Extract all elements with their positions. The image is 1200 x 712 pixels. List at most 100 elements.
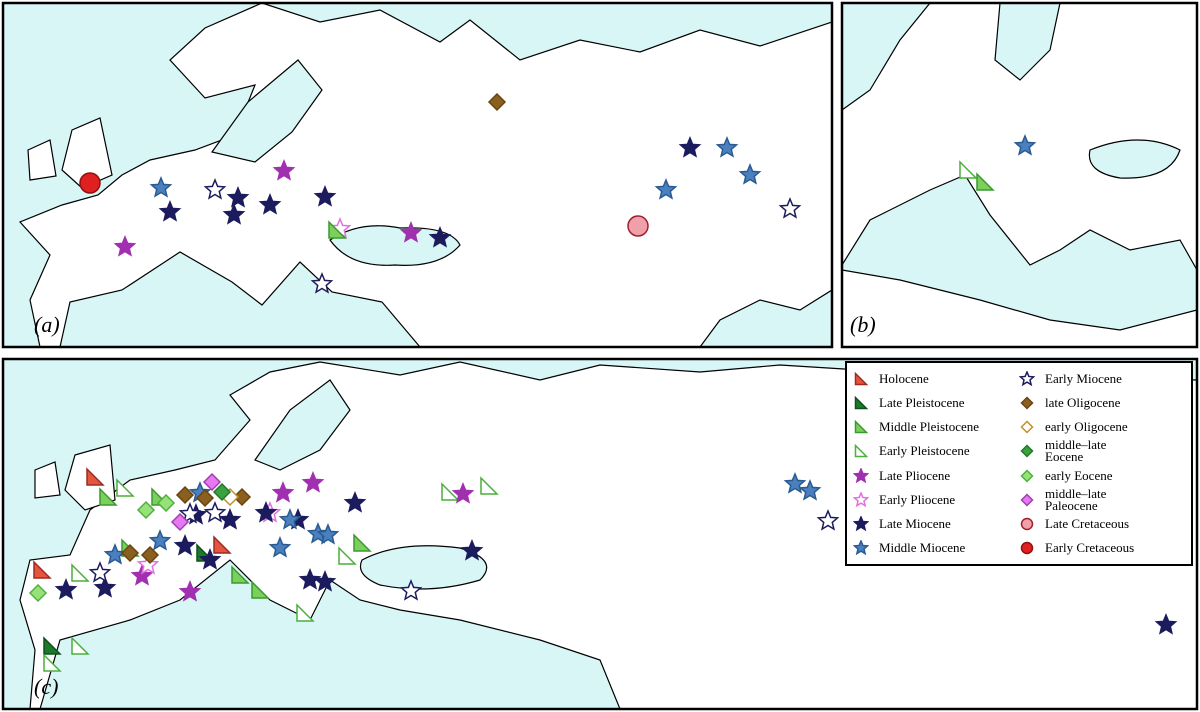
legend-item: middle–late Paleocene xyxy=(1019,485,1185,513)
fossil-marker xyxy=(113,235,137,257)
fossil-marker xyxy=(158,200,182,222)
legend: Holocene Late Pleistocene Middle Pleistoce… xyxy=(845,361,1193,566)
legend-label: Middle Miocene xyxy=(879,539,966,555)
fossil-marker xyxy=(170,512,190,532)
fossil-marker xyxy=(130,564,154,586)
fossil-marker xyxy=(1020,396,1034,410)
fossil-marker xyxy=(33,560,52,579)
fossil-marker xyxy=(460,539,484,561)
legend-label: middle–late Eocene xyxy=(1045,437,1107,465)
fossil-marker xyxy=(232,487,252,507)
panel-label: (c) xyxy=(34,674,58,699)
fossil-marker xyxy=(272,159,296,181)
fossil-marker xyxy=(313,570,337,592)
fossil-marker xyxy=(175,485,195,505)
legend-item: Late Pliocene xyxy=(853,464,1019,488)
fossil-marker xyxy=(271,481,295,503)
legend-label: Late Cretaceous xyxy=(1045,515,1130,531)
fossil-marker xyxy=(1020,444,1034,458)
fossil-marker xyxy=(343,491,367,513)
fossil-marker xyxy=(251,580,270,599)
fossil-marker xyxy=(93,576,117,598)
fossil-marker xyxy=(853,491,869,507)
fossil-marker xyxy=(296,603,315,622)
fossil-marker xyxy=(156,493,176,513)
fossil-marker xyxy=(222,203,246,225)
legend-symbol xyxy=(853,491,869,507)
fossil-marker xyxy=(451,482,475,504)
legend-symbol xyxy=(854,420,869,434)
legend-item: middle–late Eocene xyxy=(1019,437,1185,465)
fossil-marker xyxy=(487,92,507,112)
fossil-marker xyxy=(203,178,227,200)
fossil-marker xyxy=(959,160,978,179)
legend-label: early Eocene xyxy=(1045,467,1113,483)
fossil-marker xyxy=(310,272,334,294)
fossil-marker xyxy=(140,545,160,565)
legend-label: middle–late Paleocene xyxy=(1045,485,1107,513)
fossil-marker xyxy=(441,482,460,501)
legend-symbol xyxy=(853,467,869,483)
fossil-marker xyxy=(79,172,101,194)
fossil-marker xyxy=(86,467,105,486)
fossil-marker xyxy=(399,221,423,243)
legend-item: late Oligocene xyxy=(1019,391,1185,415)
legend-item: Late Cretaceous xyxy=(1019,512,1185,536)
fossil-marker xyxy=(428,226,452,248)
fossil-marker xyxy=(854,371,869,386)
fossil-marker xyxy=(203,501,227,523)
fossil-marker xyxy=(353,533,372,552)
legend-item: Late Miocene xyxy=(853,512,1019,536)
fossil-marker xyxy=(213,535,232,554)
legend-item: Late Pleistocene xyxy=(853,391,1019,415)
legend-label: Late Miocene xyxy=(879,515,951,531)
legend-label: Early Miocene xyxy=(1045,371,1122,387)
legend-label: Early Pleistocene xyxy=(879,443,970,459)
legend-symbol xyxy=(1019,371,1035,387)
fossil-marker xyxy=(854,420,869,434)
fossil-marker xyxy=(778,197,802,219)
legend-symbol xyxy=(854,371,869,386)
legend-symbol xyxy=(853,539,869,556)
fossil-marker xyxy=(338,546,357,565)
legend-label: Late Pliocene xyxy=(879,467,951,483)
fossil-marker xyxy=(120,543,140,563)
fossil-marker xyxy=(149,176,173,198)
fossil-marker xyxy=(1013,134,1037,156)
fossil-marker xyxy=(627,215,649,237)
fossil-marker xyxy=(316,523,340,545)
fossil-marker xyxy=(54,578,78,600)
legend-item: early Oligocene xyxy=(1019,415,1185,439)
fossil-marker xyxy=(816,509,840,531)
legend-item: Early Pliocene xyxy=(853,488,1019,512)
legend-label: late Oligocene xyxy=(1045,395,1121,411)
fossil-marker xyxy=(231,565,250,584)
fossil-marker xyxy=(116,478,135,497)
fossil-marker xyxy=(278,508,302,530)
fossil-marker xyxy=(268,536,292,558)
legend-item: Early Pleistocene xyxy=(853,439,1019,463)
fossil-marker xyxy=(28,583,48,603)
fossil-marker xyxy=(178,502,202,524)
fossil-marker xyxy=(654,178,678,200)
fossil-marker xyxy=(88,561,112,583)
fossil-marker xyxy=(854,395,869,410)
fossil-marker xyxy=(480,476,499,495)
legend-item: Early Cretaceous xyxy=(1019,536,1185,560)
fossil-marker xyxy=(738,163,762,185)
legend-symbol xyxy=(1020,469,1034,483)
fossil-marker xyxy=(43,636,62,655)
legend-item: Early Miocene xyxy=(1019,367,1185,391)
fossil-marker xyxy=(1020,469,1034,483)
fossil-marker xyxy=(218,508,242,530)
fossil-marker xyxy=(715,136,739,158)
legend-symbol xyxy=(1020,517,1034,531)
fossil-marker xyxy=(136,500,156,520)
fossil-marker xyxy=(678,136,702,158)
fossil-marker xyxy=(254,501,278,523)
fossil-marker xyxy=(853,515,869,532)
fossil-marker xyxy=(71,636,90,655)
legend-label: Middle Pleistocene xyxy=(879,419,980,435)
fossil-marker xyxy=(313,185,337,207)
legend-symbol xyxy=(853,515,869,532)
